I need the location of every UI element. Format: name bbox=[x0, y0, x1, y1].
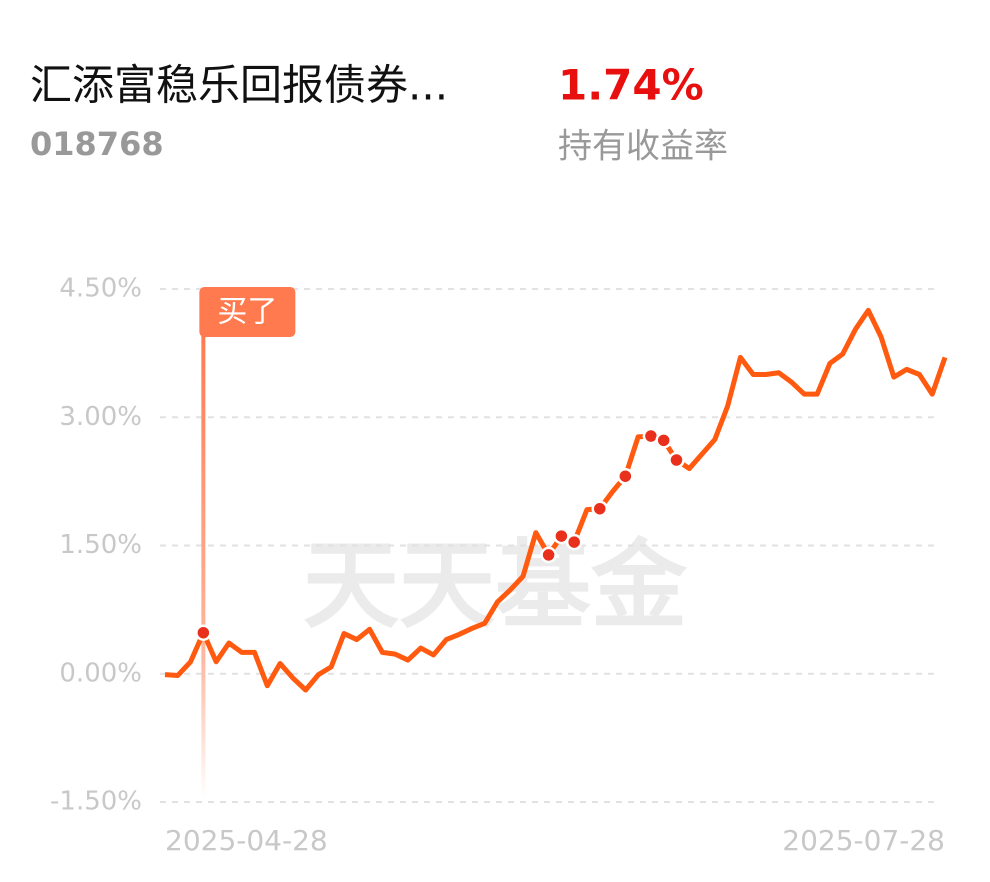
point-marker bbox=[540, 546, 557, 564]
return-value: 1.74% bbox=[558, 61, 704, 110]
line bbox=[164, 307, 948, 693]
buy-label: 买了 bbox=[217, 295, 277, 330]
fund-code: 018768 bbox=[30, 125, 164, 163]
point-marker bbox=[617, 467, 634, 485]
y-tick-label: 4.50% bbox=[59, 274, 142, 304]
y-tick-label: -1.50% bbox=[50, 787, 142, 817]
point-marker bbox=[655, 432, 672, 449]
fund-name: 汇添富稳乐回报债券... bbox=[30, 61, 448, 110]
point-marker bbox=[195, 624, 212, 641]
buy-badge bbox=[199, 287, 296, 337]
point-marker bbox=[565, 533, 583, 551]
x-tick-label: 2025-04-28 bbox=[165, 824, 328, 857]
y-tick-label: 3.00% bbox=[59, 402, 142, 432]
y-tick-label: 0.00% bbox=[59, 658, 142, 688]
point-marker bbox=[553, 527, 570, 545]
point-marker bbox=[668, 451, 685, 469]
x-tick-label: 2025-07-28 bbox=[782, 824, 945, 857]
watermark: 天天基金 bbox=[303, 529, 688, 641]
point-marker bbox=[591, 500, 609, 517]
y-tick-label: 1.50% bbox=[59, 530, 142, 560]
buy-line bbox=[201, 336, 206, 798]
return-label: 持有收益率 bbox=[558, 127, 728, 167]
